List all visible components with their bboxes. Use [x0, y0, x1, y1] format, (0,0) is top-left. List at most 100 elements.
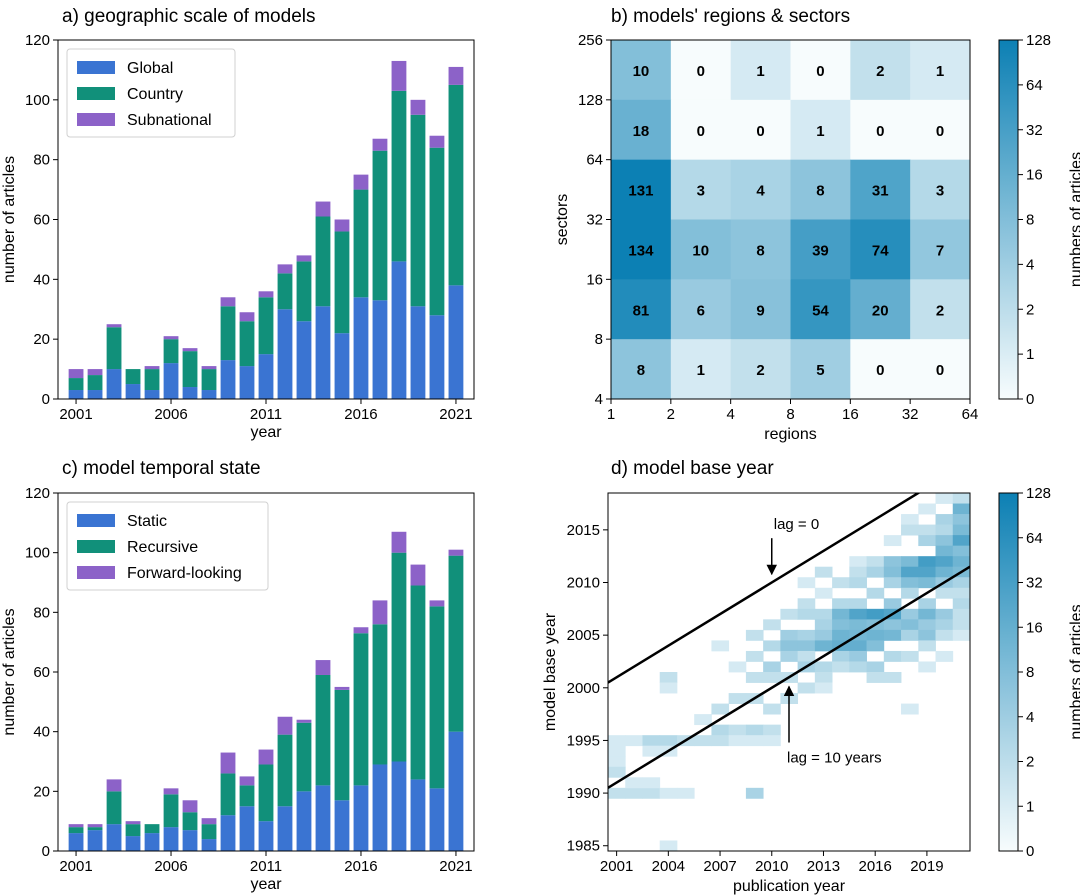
legend-label: Global [127, 60, 173, 77]
bar-recursive-2018 [391, 552, 407, 762]
y-tick-label: 1995 [567, 732, 600, 749]
bar-static-2007 [182, 830, 198, 851]
heatmap-cell-value: 20 [872, 302, 889, 319]
bar-global-2012 [277, 309, 293, 399]
heatmap-cell-value: 7 [936, 242, 944, 259]
bar-global-2021 [448, 285, 464, 399]
legend-swatch-forward-looking [77, 566, 115, 579]
heatmap-cell-value: 8 [756, 242, 764, 259]
heatmap-cell [952, 598, 970, 610]
heatmap-cell-value: 81 [633, 302, 650, 319]
bar-global-2009 [220, 360, 236, 399]
heatmap-cell [797, 598, 816, 610]
x-tick-label: 2 [667, 406, 675, 423]
legend-label: Forward-looking [127, 565, 242, 582]
heatmap-cell [659, 787, 678, 799]
x-tick-label: 2016 [344, 406, 377, 423]
bar-subnational-2014 [315, 201, 331, 217]
colorbar-tick-label: 128 [1026, 485, 1051, 502]
bar-forward-looking-2019 [410, 564, 426, 586]
heatmap-cell [850, 219, 911, 280]
heatmap-cell [670, 99, 732, 161]
bar-static-2010 [239, 806, 255, 851]
bar-subnational-2012 [277, 264, 293, 274]
bar-country-2001 [68, 378, 84, 391]
y-tick-label: 256 [578, 32, 603, 49]
heatmap-cell [763, 640, 781, 652]
bar-global-2007 [182, 387, 198, 399]
heatmap-cell [952, 503, 970, 515]
bar-global-2019 [410, 306, 426, 399]
bar-forward-looking-2011 [258, 749, 274, 765]
bar-global-2010 [239, 366, 255, 399]
y-tick-label: 120 [25, 485, 50, 502]
heatmap-cell [901, 566, 919, 578]
heatmap-cell [935, 556, 954, 568]
heatmap-cell-value: 74 [872, 242, 889, 259]
heatmap-cell [745, 672, 764, 683]
bar-forward-looking-2017 [372, 600, 388, 625]
heatmap-cell [918, 535, 936, 547]
colorbar-tick-label: 1 [1026, 346, 1034, 363]
heatmap-cell [935, 650, 954, 662]
y-axis-label: number of articles [1, 156, 18, 283]
bar-country-2006 [163, 339, 179, 364]
y-tick-label: 2010 [567, 575, 600, 592]
heatmap-cell [832, 608, 850, 620]
heatmap-cell [832, 650, 850, 662]
heatmap-cell [730, 339, 791, 400]
bar-global-2015 [334, 333, 350, 399]
heatmap-cell [814, 619, 833, 631]
bar-country-2016 [353, 189, 369, 298]
heatmap-cell [935, 535, 954, 547]
bar-global-2020 [429, 315, 445, 399]
heatmap-cell-value: 4 [756, 183, 765, 200]
heatmap-cell [763, 619, 781, 631]
y-tick-label: 60 [33, 664, 50, 681]
bar-recursive-2001 [68, 827, 84, 834]
panel-title: d) model base year [611, 458, 774, 479]
heatmap-cell [901, 556, 919, 568]
bar-forward-looking-2018 [391, 531, 407, 553]
y-tick-label: 64 [586, 152, 603, 169]
heatmap-cell-value: 3 [697, 183, 705, 200]
bar-forward-looking-2014 [315, 660, 331, 675]
heatmap-cell [849, 640, 867, 652]
heatmap-cell [611, 219, 672, 280]
bar-subnational-2013 [296, 255, 312, 262]
heatmap-cell [611, 40, 672, 101]
heatmap-cell [611, 99, 672, 161]
bar-subnational-2007 [182, 348, 198, 352]
heatmap-cell [694, 714, 712, 726]
panel-title: c) model temporal state [62, 458, 261, 479]
bar-subnational-2003 [106, 324, 122, 328]
y-tick-label: 20 [33, 331, 50, 348]
heatmap-cell [832, 629, 850, 641]
heatmap-cell [901, 524, 919, 536]
heatmap-cell [730, 40, 791, 101]
x-tick-label: 32 [902, 406, 919, 423]
heatmap-cell [952, 619, 970, 631]
heatmap-cell-value: 131 [628, 183, 653, 200]
heatmap-cell [728, 735, 747, 747]
legend-swatch-recursive [77, 540, 115, 553]
bar-country-2018 [391, 90, 407, 262]
bar-subnational-2015 [334, 219, 350, 232]
bar-forward-looking-2020 [429, 600, 445, 607]
heatmap-cell [910, 279, 971, 340]
x-tick-label: 2019 [910, 858, 943, 875]
bar-static-2009 [220, 815, 236, 851]
heatmap-cell [849, 577, 867, 589]
bar-subnational-2018 [391, 60, 407, 91]
bar-recursive-2007 [182, 812, 198, 831]
heatmap-cell [849, 566, 867, 578]
bar-static-2012 [277, 806, 293, 851]
bar-static-2014 [315, 785, 331, 851]
heatmap-cell [866, 556, 885, 568]
heatmap-cell-value: 134 [628, 242, 654, 259]
y-tick-label: 100 [25, 545, 50, 562]
y-tick-label: 20 [33, 783, 50, 800]
heatmap-cell [730, 99, 791, 161]
